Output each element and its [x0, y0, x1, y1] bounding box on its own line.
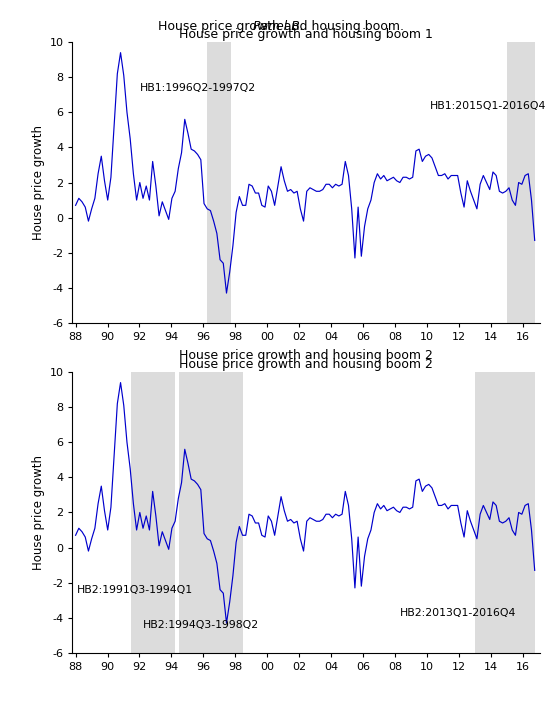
Text: Panel B.: Panel B.: [253, 20, 304, 33]
X-axis label: House price growth and housing boom 2: House price growth and housing boom 2: [179, 349, 433, 362]
Bar: [475, 372, 535, 653]
Bar: [507, 42, 535, 323]
Text: HB2:2013Q1-2016Q4: HB2:2013Q1-2016Q4: [400, 608, 516, 618]
Title: House price growth and housing boom 1: House price growth and housing boom 1: [179, 28, 433, 41]
Text: HB1:2015Q1-2016Q4: HB1:2015Q1-2016Q4: [430, 101, 546, 111]
Bar: [131, 372, 175, 653]
Bar: [179, 372, 243, 653]
Text: HB2:1991Q3-1994Q1: HB2:1991Q3-1994Q1: [77, 585, 193, 595]
Title: House price growth and housing boom 2: House price growth and housing boom 2: [179, 358, 433, 371]
Text: HB1:1996Q2-1997Q2: HB1:1996Q2-1997Q2: [139, 84, 256, 93]
Y-axis label: House price growth: House price growth: [32, 455, 45, 570]
Text: House price growth and housing boom.: House price growth and housing boom.: [154, 20, 403, 33]
Bar: [207, 42, 231, 323]
Text: HB2:1994Q3-1998Q2: HB2:1994Q3-1998Q2: [143, 621, 259, 630]
Y-axis label: House price growth: House price growth: [32, 125, 45, 240]
